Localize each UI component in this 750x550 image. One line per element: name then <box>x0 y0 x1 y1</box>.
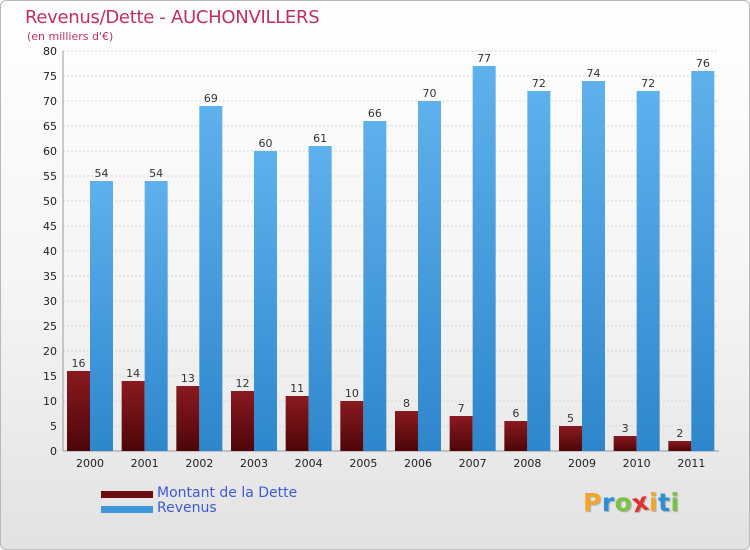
y-tick-label: 35 <box>43 270 57 283</box>
bar-revenus <box>199 106 223 451</box>
bar-revenus <box>254 151 277 451</box>
logo-letter: o <box>614 488 633 517</box>
bar-revenus <box>636 91 660 451</box>
bar-dette <box>613 436 637 451</box>
data-label-dette: 7 <box>458 402 465 415</box>
y-tick-label: 0 <box>50 445 57 458</box>
x-tick-label: 2004 <box>295 457 323 470</box>
legend-swatch-dette <box>101 491 153 498</box>
data-label-revenus: 72 <box>641 77 655 90</box>
bar-revenus <box>308 146 332 451</box>
bar-dette <box>668 441 692 451</box>
x-tick-label: 2010 <box>623 457 651 470</box>
y-tick-label: 45 <box>43 220 57 233</box>
bar-revenus <box>363 121 387 451</box>
bar-dette <box>231 391 254 451</box>
x-tick-label: 2002 <box>185 457 213 470</box>
legend-label-revenus: Revenus <box>157 500 217 516</box>
data-label-revenus: 77 <box>477 52 491 65</box>
y-tick-label: 60 <box>43 145 57 158</box>
x-tick-label: 2011 <box>677 457 705 470</box>
proxiti-logo: Proxiti <box>583 487 680 519</box>
bar-dette <box>504 421 528 451</box>
data-label-dette: 14 <box>126 367 140 380</box>
x-tick-label: 2001 <box>131 457 159 470</box>
data-label-dette: 5 <box>567 412 574 425</box>
data-label-revenus: 70 <box>423 87 437 100</box>
y-tick-label: 70 <box>43 95 57 108</box>
logo-letter: i <box>670 488 680 517</box>
bar-revenus <box>691 71 715 451</box>
x-tick-label: 2005 <box>349 457 377 470</box>
bar-revenus <box>418 101 441 451</box>
data-label-revenus: 69 <box>204 92 218 105</box>
y-tick-label: 75 <box>43 70 57 83</box>
bar-dette <box>395 411 418 451</box>
bar-revenus <box>582 81 605 451</box>
logo-letter: i <box>649 488 659 517</box>
y-tick-label: 5 <box>50 420 57 433</box>
bar-dette <box>121 381 145 451</box>
data-label-revenus: 54 <box>149 167 163 180</box>
data-label-dette: 2 <box>676 427 683 440</box>
y-tick-label: 50 <box>43 195 57 208</box>
data-label-revenus: 54 <box>95 167 109 180</box>
chart-subtitle: (en milliers d'€) <box>27 30 114 43</box>
y-tick-label: 40 <box>43 245 57 258</box>
y-tick-label: 80 <box>43 45 57 58</box>
y-tick-label: 15 <box>43 370 57 383</box>
data-label-dette: 12 <box>236 377 250 390</box>
logo-letter: r <box>601 488 615 517</box>
logo-letter: P <box>583 488 602 517</box>
data-label-dette: 13 <box>181 372 195 385</box>
data-label-dette: 6 <box>512 407 519 420</box>
x-tick-label: 2009 <box>568 457 596 470</box>
legend-swatch-revenus <box>101 506 153 513</box>
y-tick-label: 55 <box>43 170 57 183</box>
data-label-revenus: 61 <box>313 132 327 145</box>
data-label-dette: 3 <box>622 422 629 435</box>
x-tick-label: 2006 <box>404 457 432 470</box>
x-tick-label: 2000 <box>76 457 104 470</box>
y-tick-label: 20 <box>43 345 57 358</box>
logo-letter: t <box>658 488 671 517</box>
data-label-revenus: 74 <box>587 67 601 80</box>
bar-dette <box>67 371 90 451</box>
bar-dette <box>176 386 200 451</box>
data-label-dette: 16 <box>72 357 86 370</box>
legend-label-dette: Montant de la Dette <box>157 485 298 501</box>
bar-revenus <box>472 66 496 451</box>
data-label-dette: 8 <box>403 397 410 410</box>
x-tick-label: 2008 <box>513 457 541 470</box>
data-label-revenus: 60 <box>259 137 273 150</box>
bar-dette <box>449 416 473 451</box>
bar-dette <box>559 426 582 451</box>
bar-revenus <box>527 91 551 451</box>
y-tick-label: 30 <box>43 295 57 308</box>
y-tick-label: 25 <box>43 320 57 333</box>
bar-revenus <box>90 181 113 451</box>
bar-dette <box>285 396 309 451</box>
bar-dette <box>340 401 364 451</box>
data-label-revenus: 66 <box>368 107 382 120</box>
bar-revenus <box>144 181 168 451</box>
chart-title: Revenus/Dette - AUCHONVILLERS <box>25 7 320 28</box>
data-label-revenus: 72 <box>532 77 546 90</box>
data-label-revenus: 76 <box>696 57 710 70</box>
x-tick-label: 2003 <box>240 457 268 470</box>
y-tick-label: 65 <box>43 120 57 133</box>
y-tick-label: 10 <box>43 395 57 408</box>
data-label-dette: 10 <box>345 387 359 400</box>
x-tick-label: 2007 <box>459 457 487 470</box>
data-label-dette: 11 <box>290 382 304 395</box>
